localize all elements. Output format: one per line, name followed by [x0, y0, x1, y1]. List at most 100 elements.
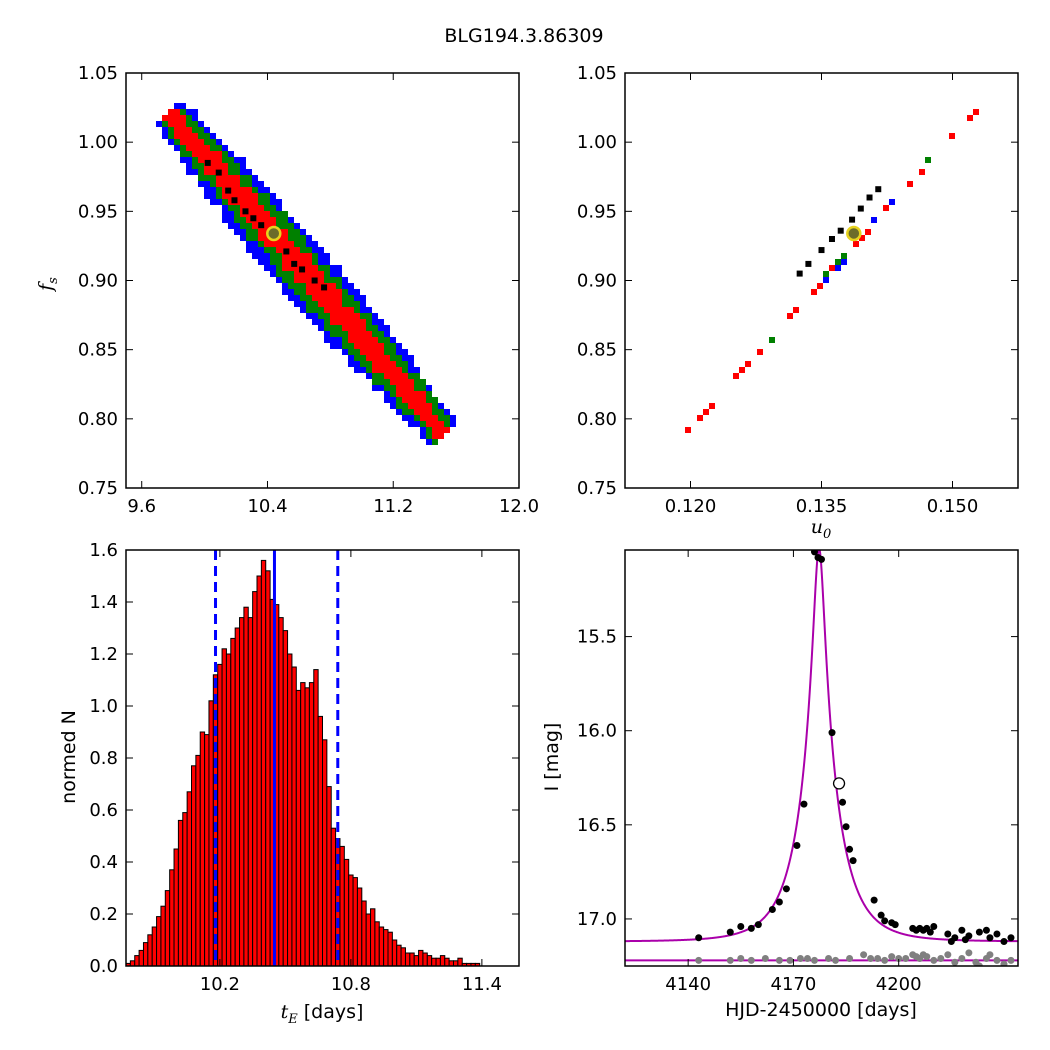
p2-bar — [160, 905, 166, 967]
p0-cell-green — [300, 289, 306, 295]
p0-cell-red — [354, 313, 360, 319]
p0-cell-blue — [258, 247, 264, 253]
p0-cell-red — [342, 325, 348, 331]
p1-density-cells — [685, 109, 979, 433]
p0-cell-blue — [306, 313, 312, 319]
p0-cell-blue — [246, 247, 252, 253]
p0-cell-red — [258, 205, 264, 211]
p0-cell-green — [366, 325, 372, 331]
p0-cell-green — [312, 259, 318, 265]
p2-bar — [142, 942, 149, 967]
p2-bar — [295, 689, 302, 967]
p0-cell-green — [306, 301, 312, 307]
p1-chain-point — [805, 260, 812, 267]
p0-cell-red — [324, 289, 330, 295]
p0-cell-blue — [378, 385, 384, 391]
p0-chain-point — [299, 266, 306, 273]
p3-data-point — [877, 911, 885, 919]
p0-cell-green — [390, 343, 396, 349]
p0-cell-blue — [294, 223, 300, 229]
p0-cell-blue — [354, 361, 360, 367]
p0-chain-point — [250, 215, 257, 222]
p1-cell-green — [823, 271, 829, 277]
p0-cell-red — [216, 181, 222, 187]
p0-cell-blue — [444, 409, 450, 415]
p1-cell-red — [739, 367, 745, 373]
p2-bar — [243, 606, 249, 967]
p3-residual-point — [867, 954, 875, 962]
p0-cell-green — [402, 361, 408, 367]
p0-cell-red — [204, 151, 210, 157]
p0-cell-red — [408, 379, 414, 385]
p0-cell-green — [270, 247, 276, 253]
p0-cell-red — [360, 331, 366, 337]
p0-cell-red — [270, 241, 276, 247]
p0-cell-blue — [186, 169, 192, 175]
p0-cell-blue — [276, 205, 282, 211]
p0-cell-blue — [354, 289, 360, 295]
p0-cell-red — [258, 211, 264, 217]
p1-cell-red — [883, 205, 889, 211]
p3-residual-point — [986, 951, 994, 959]
p0-cell-red — [168, 115, 174, 121]
p3-data-point — [1007, 934, 1015, 942]
p0-cell-green — [324, 265, 330, 271]
p0-cell-red — [318, 295, 324, 301]
p3-data-point — [965, 932, 973, 940]
p0-cell-red — [342, 307, 348, 313]
p0-cell-red — [174, 121, 180, 127]
p1-cell-blue — [823, 277, 829, 283]
p0-cell-green — [372, 373, 378, 379]
p2-bar — [260, 559, 267, 967]
p0-cell-red — [336, 319, 342, 325]
p0-cell-green — [300, 295, 306, 301]
p0-cell-blue — [270, 193, 276, 199]
p0-cell-blue — [228, 223, 234, 229]
p0-cell-blue — [390, 337, 396, 343]
p2-xtick-label: 10.2 — [200, 974, 240, 995]
p0-cell-blue — [330, 337, 336, 343]
p2-bar — [225, 653, 232, 967]
p0-cell-red — [318, 283, 324, 289]
p0-cell-green — [426, 433, 432, 439]
p0-cell-red — [198, 151, 204, 157]
p1-chain-point — [875, 186, 882, 193]
p0-cell-red — [294, 253, 300, 259]
p0-cell-red — [186, 127, 192, 133]
p0-cell-red — [354, 319, 360, 325]
p0-cell-blue — [270, 199, 276, 205]
p0-cell-red — [390, 379, 396, 385]
p0-cell-green — [270, 253, 276, 259]
p0-cell-blue — [414, 421, 420, 427]
p3-residual-point — [888, 953, 896, 961]
p0-cell-green — [228, 157, 234, 163]
p0-cell-blue — [366, 373, 372, 379]
p0-cell-blue — [204, 193, 210, 199]
p0-cell-blue — [252, 175, 258, 181]
p0-cell-green — [210, 175, 216, 181]
p0-cell-blue — [306, 235, 312, 241]
p1-axes-frame — [624, 72, 1019, 489]
p0-cell-red — [336, 289, 342, 295]
p0-chain-point — [311, 277, 318, 284]
p0-cell-red — [330, 289, 336, 295]
p0-cell-blue — [168, 139, 174, 145]
panel-u0-vs-fs: 0.120 0.135 0.150 0.75 0.80 0.85 0.90 0.95 1.00 1… — [577, 63, 1019, 517]
p0-cell-red — [348, 319, 354, 325]
p0-cell-red — [222, 193, 228, 199]
p0-cell-red — [432, 415, 438, 421]
p0-cell-red — [396, 391, 402, 397]
p0-cell-red — [336, 295, 342, 301]
p2-bar — [291, 666, 297, 967]
p0-cell-red — [414, 409, 420, 415]
p0-cell-red — [414, 397, 420, 403]
p0-cell-blue — [342, 283, 348, 289]
p1-cell-red — [907, 181, 913, 187]
p0-cell-red — [372, 337, 378, 343]
p3-residual-point — [951, 958, 959, 966]
p3-residual-point — [975, 962, 983, 966]
p0-cell-green — [276, 253, 282, 259]
p0-cell-red — [366, 331, 372, 337]
p0-cell-red — [342, 319, 348, 325]
p2-bar — [444, 957, 450, 967]
